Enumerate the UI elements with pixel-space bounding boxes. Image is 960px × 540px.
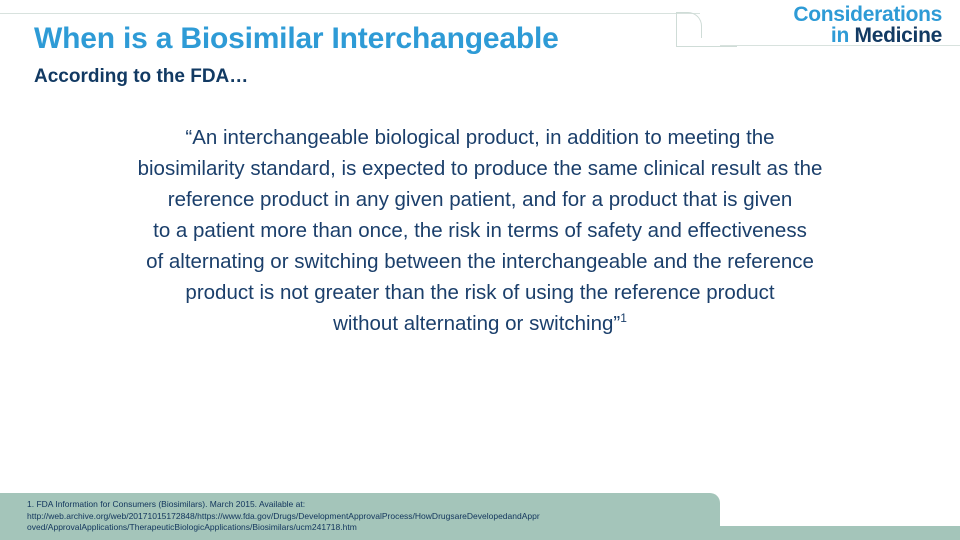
header-divider-line — [0, 13, 700, 14]
brand-logo: Considerations in Medicine — [793, 4, 942, 47]
citation-text: 1. FDA Information for Consumers (Biosim… — [27, 499, 717, 534]
logo-line-in-medicine: in Medicine — [793, 25, 942, 46]
quote-line: reference product in any given patient, … — [167, 188, 793, 211]
header-corner-connector — [676, 12, 737, 47]
page-title: When is a Biosimilar Interchangeable — [34, 22, 559, 55]
page-subtitle: According to the FDA… — [34, 66, 249, 87]
logo-word-in: in — [830, 24, 855, 48]
citation-line-url-part2: oved/ApprovalApplications/TherapeuticBio… — [27, 522, 357, 533]
quote-line: “An interchangeable biological product, … — [185, 126, 775, 149]
citation-band — [0, 493, 720, 540]
quote-line: biosimilarity standard, is expected to p… — [137, 157, 823, 180]
quote-line: of alternating or switching between the … — [146, 250, 814, 273]
quote-line-final: without alternating or switching”1 — [24, 308, 936, 339]
citation-band-tail — [700, 526, 960, 540]
citation-line-url-part1: http://web.archive.org/web/2017101517284… — [27, 510, 540, 521]
quote-body: “An interchangeable biological product, … — [24, 122, 936, 339]
logo-word-medicine: Medicine — [854, 24, 943, 48]
citation-line-source: 1. FDA Information for Consumers (Biosim… — [27, 499, 306, 509]
logo-divider-line — [720, 45, 960, 46]
logo-line-considerations: Considerations — [793, 3, 942, 26]
quote-line: product is not greater than the risk of … — [185, 281, 775, 304]
quote-line: to a patient more than once, the risk in… — [153, 219, 807, 242]
quote-line-final-text: without alternating or switching” — [333, 312, 621, 335]
footnote-reference-marker: 1 — [620, 311, 627, 326]
